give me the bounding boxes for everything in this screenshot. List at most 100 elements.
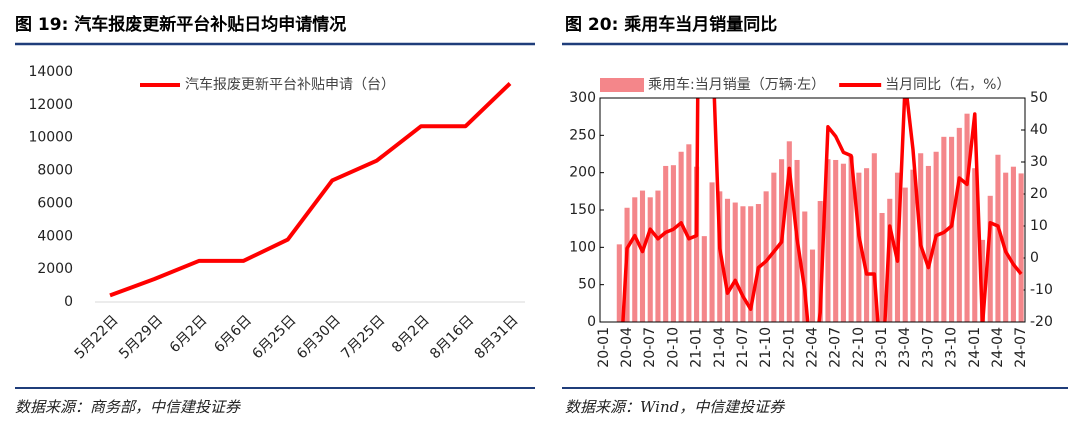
bar [740,206,746,322]
x-tick-label: 8月16日 [427,312,477,362]
x-tick-label: 23-04 [897,327,913,368]
bar [972,168,978,322]
x-tick-label: 8月31日 [472,312,522,362]
bar [1018,173,1024,322]
y2-tick-label: -10 [1030,282,1053,298]
x-tick-label: 20-07 [642,327,658,368]
y2-tick-label: 20 [1030,186,1048,202]
bar [941,136,947,322]
x-tick-label: 6月30日 [294,312,344,362]
bar [647,197,653,322]
x-tick-label: 20-01 [596,327,612,368]
y-tick-label: 200 [569,165,596,181]
y2-tick-label: 10 [1030,218,1048,234]
y-tick-label: 250 [569,127,596,143]
bar [655,190,661,322]
bar [879,212,885,322]
x-tick-label: 24-07 [1013,327,1029,368]
x-tick-label: 5月22日 [72,312,122,362]
bar [848,156,854,322]
y-tick-label: 8000 [37,163,73,179]
y-tick-label: 150 [569,202,596,218]
bar [910,169,916,322]
bar [724,198,731,322]
source-note: 数据来源：Wind，中信建投证券 [565,398,785,416]
bar [817,201,823,322]
x-tick-label: 23-10 [944,327,960,368]
bar [763,191,769,322]
bar [995,154,1001,322]
bar [864,168,870,322]
y-tick-label: 100 [569,239,596,255]
bar [964,113,970,323]
data-line [109,82,512,298]
bar [987,195,993,322]
y2-tick-label: 40 [1030,122,1048,138]
source-note: 数据来源：商务部，中信建投证券 [15,398,241,416]
x-tick-label: 21-01 [689,327,705,368]
y-tick-label: 300 [569,90,596,106]
x-tick-label: 22-04 [805,327,821,368]
y-tick-label: 2000 [37,261,73,277]
x-tick-label: 22-10 [851,327,867,368]
y2-tick-label: 0 [1030,250,1039,266]
x-tick-label: 5月29日 [116,312,166,362]
x-tick-label: 20-04 [619,327,635,368]
y-tick-label: 0 [64,294,73,310]
x-tick-label: 6月6日 [211,312,255,356]
bar [709,182,715,322]
x-tick-label: 23-07 [920,327,936,368]
bar [686,144,692,322]
x-tick-label: 6月2日 [167,312,211,356]
chart-title: 图 20: 乘用车当月销量同比 [565,14,777,35]
bar [833,159,839,322]
y-tick-label: 50 [578,277,596,293]
y-tick-label: 6000 [37,195,73,211]
bar [632,197,638,322]
legend-label: 汽车报废更新平台补贴申请（台） [185,76,395,93]
bar [902,187,908,322]
bar [670,165,676,322]
bar [771,172,777,322]
chart-title: 图 19: 汽车报废更新平台补贴日均申请情况 [15,14,346,35]
y-tick-label: 0 [587,314,596,330]
x-tick-label: 24-04 [990,327,1006,368]
bar [871,153,877,322]
x-tick-label: 21-10 [758,327,774,368]
y-tick-label: 10000 [28,130,73,146]
bar [949,136,955,322]
bar [956,127,962,322]
x-tick-label: 7月25日 [338,312,388,362]
bar [678,151,684,322]
bar [786,141,792,322]
x-tick-label: 24-01 [967,327,983,368]
data-line [621,98,1023,322]
bar [802,211,808,322]
y2-tick-label: -20 [1030,314,1053,330]
x-tick-label: 23-01 [874,327,890,368]
bar [639,190,646,322]
legend-label: 当月同比（右，%） [885,77,1010,93]
x-tick-label: 8月2日 [389,312,433,356]
y-tick-label: 4000 [37,228,73,244]
bar [809,249,816,322]
bar [825,159,831,322]
legend-swatch [600,78,644,92]
legend-label: 乘用车:当月销量（万辆·左） [648,76,825,93]
x-tick-label: 21-07 [735,327,751,368]
x-tick-label: 22-07 [828,327,844,368]
bar [840,163,846,322]
x-tick-label: 22-01 [781,327,797,368]
bar [1010,166,1016,322]
bar [856,172,862,322]
bar [701,236,707,322]
y-tick-label: 12000 [28,97,73,113]
bar [616,244,622,322]
plot-frame [599,97,1026,323]
y2-tick-label: 50 [1030,90,1048,106]
x-tick-label: 21-04 [712,327,728,368]
bar [694,166,700,322]
y-tick-label: 14000 [28,64,73,80]
bar [748,206,754,322]
